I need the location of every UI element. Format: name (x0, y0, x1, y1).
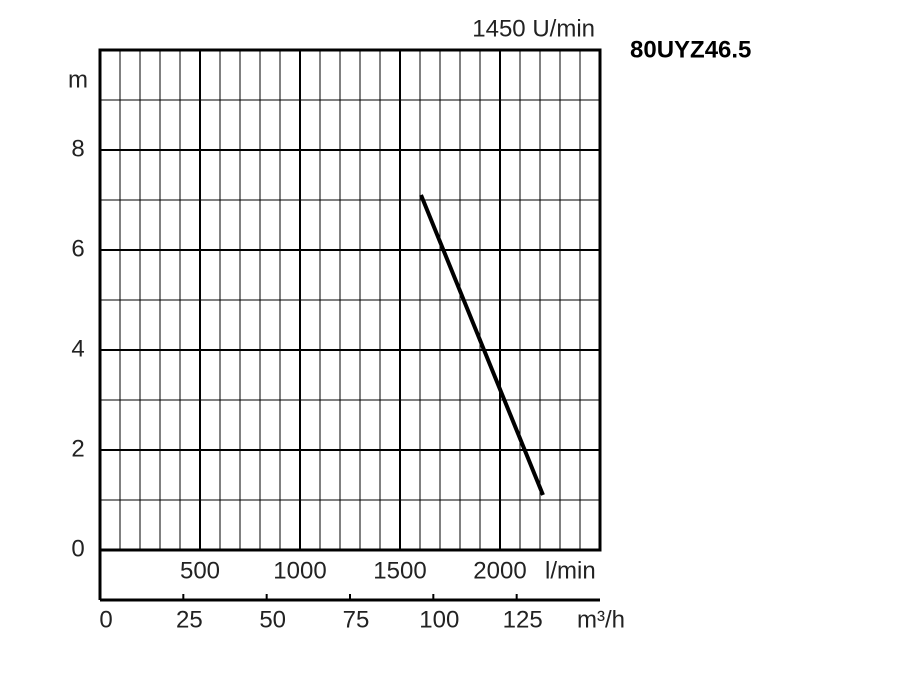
plot-frame (98, 48, 602, 552)
x2-tick-label: 50 (259, 606, 286, 633)
x2-tick-label: 125 (503, 606, 543, 633)
x2-tick-label: 25 (176, 606, 203, 633)
x2-tick-label: 100 (419, 606, 459, 633)
y-tick-label: 4 (71, 335, 84, 362)
x-tick-label: 1000 (273, 557, 326, 584)
chart-title: 80UYZ46.5 (630, 36, 751, 63)
y-tick-label: 8 (71, 135, 84, 162)
y-tick-label: 0 (71, 535, 84, 562)
x-axis-label: l/min (545, 557, 596, 584)
x2-tick-label: 75 (343, 606, 370, 633)
x2-tick-label: 0 (99, 606, 112, 633)
y-tick-label: 2 (71, 435, 84, 462)
curve (419, 194, 545, 496)
y-tick-label: 6 (71, 235, 84, 262)
y-axis-label: m (68, 66, 88, 93)
x-tick-label: 2000 (473, 557, 526, 584)
x-tick-label: 500 (180, 557, 220, 584)
x2-axis-label: m³/h (577, 606, 625, 633)
x-tick-label: 1500 (373, 557, 426, 584)
subtitle: 1450 U/min (472, 15, 595, 42)
